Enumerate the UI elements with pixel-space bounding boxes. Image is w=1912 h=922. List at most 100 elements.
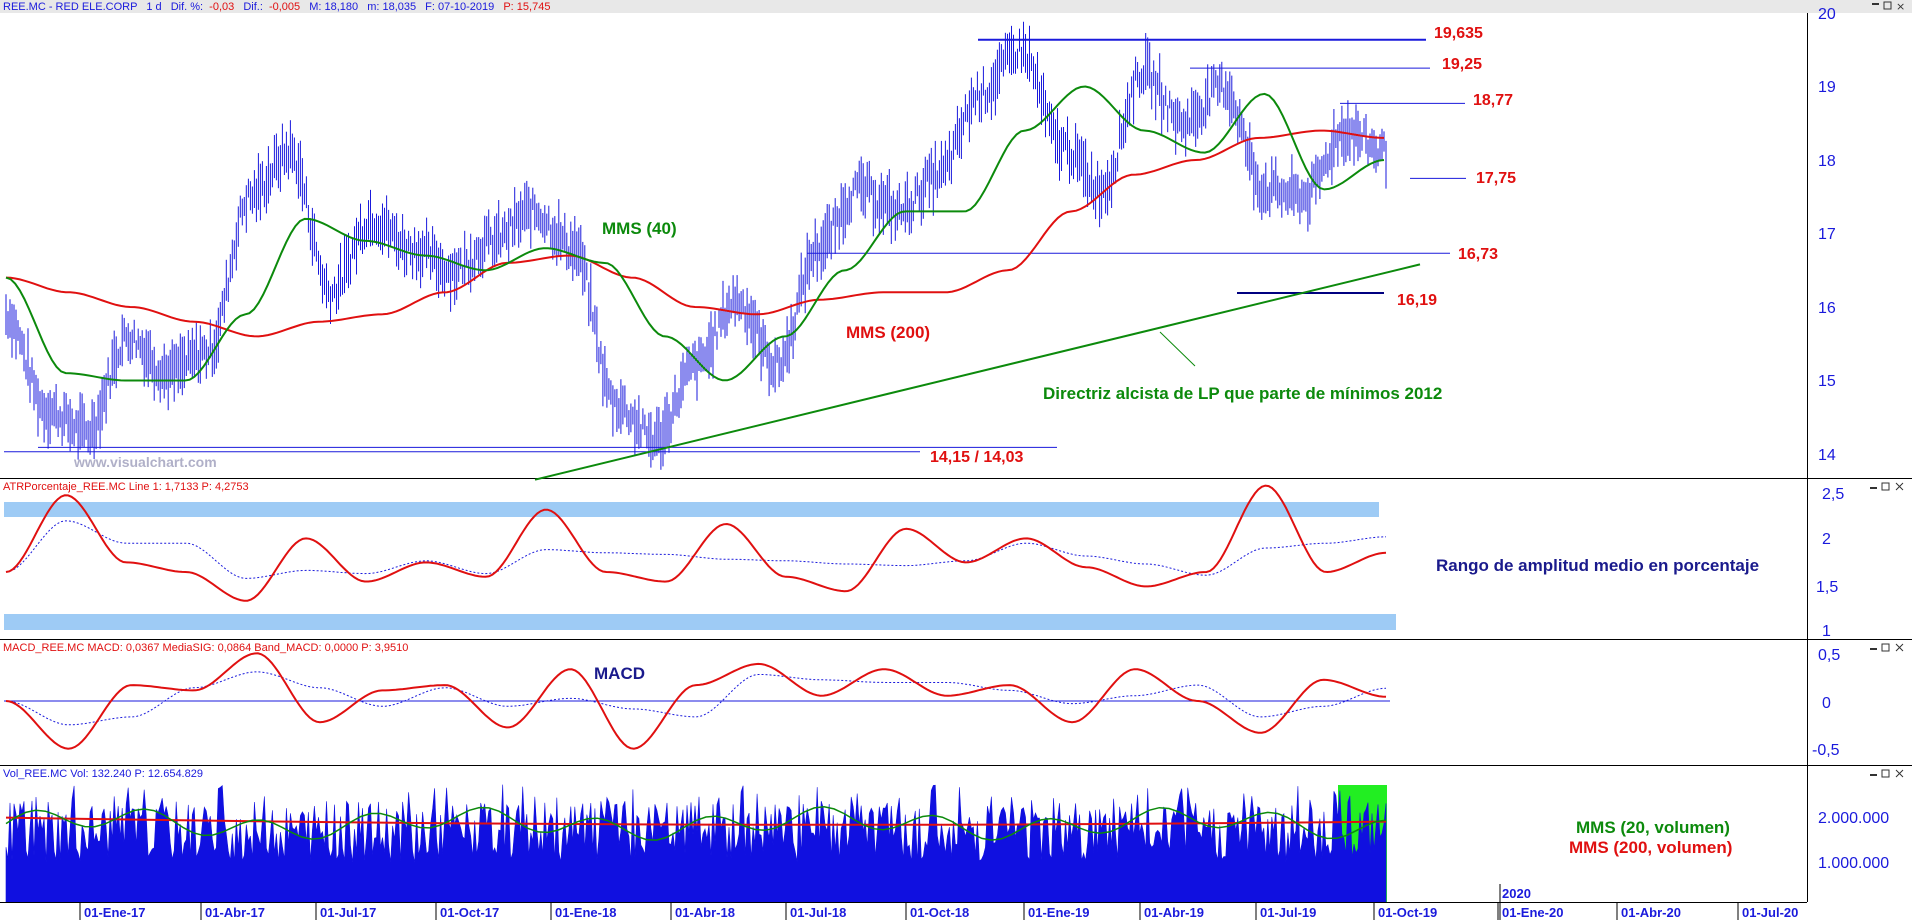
- level-label-1775: 17,75: [1476, 170, 1516, 187]
- macd-y-axis: 0,5 0 -0,5: [1812, 647, 1840, 759]
- macd-ytick: 0: [1822, 695, 1831, 712]
- volume-panel-title: Vol_REE.MC Vol: 132.240 P: 12.654.829: [3, 768, 203, 780]
- level-label-1673: 16,73: [1458, 246, 1498, 263]
- maximize-icon[interactable]: [1881, 643, 1890, 652]
- close-icon[interactable]: [1895, 482, 1904, 491]
- long-term-trendline: [534, 263, 1421, 481]
- volume-bars: [5, 784, 1387, 903]
- price-ytick: 15: [1818, 373, 1836, 390]
- maximize-icon[interactable]: [1883, 1, 1892, 10]
- atr-annotation: Rango de amplitud medio en porcentaje: [1436, 556, 1759, 575]
- volume-mms20-series: [5, 806, 1387, 841]
- price-ytick: 18: [1818, 153, 1836, 170]
- mms40-label: MMS (40): [602, 219, 677, 238]
- dif-label: Dif.:: [243, 1, 263, 13]
- price-ytick: 14: [1818, 447, 1836, 464]
- date-value: F: 07-10-2019: [425, 1, 494, 13]
- atr-ytick: 2,5: [1822, 486, 1844, 503]
- x-tick-label: 01-Abr-17: [205, 905, 265, 920]
- level-label-1925: 19,25: [1442, 56, 1482, 73]
- x-tick-label: 01-Jul-19: [1260, 905, 1316, 920]
- close-icon[interactable]: ×: [1896, 0, 1905, 13]
- x-tick-label: 01-Oct-19: [1378, 905, 1437, 920]
- symbol-label: REE.MC - RED ELE.CORP: [3, 1, 137, 13]
- price-ytick: 20: [1818, 6, 1836, 23]
- period-label: 1 d: [146, 1, 161, 13]
- header-text: REE.MC - RED ELE.CORP 1 d Dif. %: -0,03 …: [3, 1, 550, 13]
- level-label-1415: 14,15 / 14,03: [930, 449, 1024, 466]
- support-resistance-lines: [4, 38, 1466, 453]
- close-icon[interactable]: [1895, 643, 1904, 652]
- atr-panel-title: ATRPorcentaje_REE.MC Line 1: 1,7133 P: 4…: [3, 481, 249, 493]
- watermark: www.visualchart.com: [73, 454, 217, 470]
- price-ytick: 16: [1818, 300, 1836, 317]
- trendline-pointer: [1159, 331, 1196, 367]
- atr-ytick: 1: [1822, 623, 1831, 640]
- price-ytick: 17: [1818, 226, 1836, 243]
- maximize-icon[interactable]: [1881, 769, 1890, 778]
- x-tick-label: 01-Jul-20: [1742, 905, 1798, 920]
- volume-panel-controls[interactable]: [1870, 769, 1904, 778]
- level-label-1877: 18,77: [1473, 92, 1513, 109]
- atr-y-axis: 2,5 2 1,5 1: [1816, 486, 1844, 640]
- mms200-series: [5, 129, 1385, 338]
- panel-controls[interactable]: [1870, 482, 1904, 778]
- minimize-icon[interactable]: [1870, 648, 1877, 650]
- x-tick-label: 01-Oct-18: [910, 905, 969, 920]
- dif-pct-label: Dif. %:: [171, 1, 203, 13]
- atr-ytick: 1,5: [1816, 579, 1838, 596]
- volume-ytick: 2.000.000: [1818, 810, 1889, 827]
- volume-mms200-series: [5, 816, 1387, 826]
- x-tick-label: 01-Jul-18: [790, 905, 846, 920]
- x-tick-label: 01-Ene-17: [84, 905, 145, 920]
- trendline-label: Directriz alcista de LP que parte de mín…: [1043, 384, 1442, 403]
- x-axis: 01-Ene-17 01-Abr-17 01-Jul-17 01-Oct-17 01-E…: [0, 884, 1807, 920]
- x-tick-label: 01-Abr-19: [1144, 905, 1204, 920]
- close-icon[interactable]: [1895, 769, 1904, 778]
- volume-ytick: 1.000.000: [1818, 855, 1889, 872]
- minimize-icon[interactable]: [1870, 774, 1877, 776]
- price-ytick: 19: [1818, 79, 1836, 96]
- atr-ytick: 2: [1822, 531, 1831, 548]
- x-tick-label: 01-Jul-17: [320, 905, 376, 920]
- x-tick-label: 01-Oct-17: [440, 905, 499, 920]
- macd-series: [5, 652, 1387, 750]
- atr-lower-band: [4, 614, 1396, 630]
- x-tick-label: 2020: [1502, 886, 1531, 901]
- header-bar: [0, 0, 1912, 13]
- minimize-icon[interactable]: [1870, 487, 1877, 489]
- volume-mms20-label: MMS (20, volumen): [1576, 818, 1730, 837]
- price-y-axis: 20 19 18 17 16 15 14: [1818, 6, 1836, 464]
- macd-signal-series: [5, 671, 1387, 726]
- dif-value: -0,005: [269, 1, 300, 13]
- dif-pct-value: -0,03: [209, 1, 234, 13]
- x-tick-label: 01-Abr-18: [675, 905, 735, 920]
- macd-annotation: MACD: [594, 664, 645, 683]
- volume-bar-area: [5, 784, 1387, 903]
- x-tick-label: 01-Ene-18: [555, 905, 616, 920]
- macd-panel-controls[interactable]: [1870, 643, 1904, 652]
- volume-mms200-label: MMS (200, volumen): [1569, 838, 1732, 857]
- atr-signal-series: [5, 520, 1387, 579]
- x-tick-label: 01-Ene-19: [1028, 905, 1089, 920]
- atr-panel: ATRPorcentaje_REE.MC Line 1: 1,7133 P: 4…: [3, 481, 1844, 640]
- macd-ytick: -0,5: [1812, 742, 1840, 759]
- atr-series: [5, 484, 1387, 602]
- maximize-icon[interactable]: [1881, 482, 1890, 491]
- panel-frames: [0, 13, 1912, 902]
- main-window-controls[interactable]: ×: [1872, 0, 1905, 13]
- price-bars: [5, 21, 1387, 470]
- level-label-19635: 19,635: [1434, 25, 1483, 42]
- level-label-1619: 16,19: [1397, 292, 1437, 309]
- volume-panel: Vol_REE.MC Vol: 132.240 P: 12.654.829 MM…: [3, 768, 1889, 903]
- mms200-label: MMS (200): [846, 323, 930, 342]
- mms40-series: [5, 85, 1385, 382]
- x-tick-label: 01-Ene-20: [1502, 905, 1563, 920]
- atr-upper-band: [4, 502, 1379, 517]
- minimize-icon[interactable]: [1872, 3, 1879, 5]
- max-value: M: 18,180: [309, 1, 358, 13]
- price-panel: MMS (40) MMS (200) Directriz alcista de …: [4, 6, 1836, 481]
- atr-panel-controls[interactable]: [1870, 482, 1904, 491]
